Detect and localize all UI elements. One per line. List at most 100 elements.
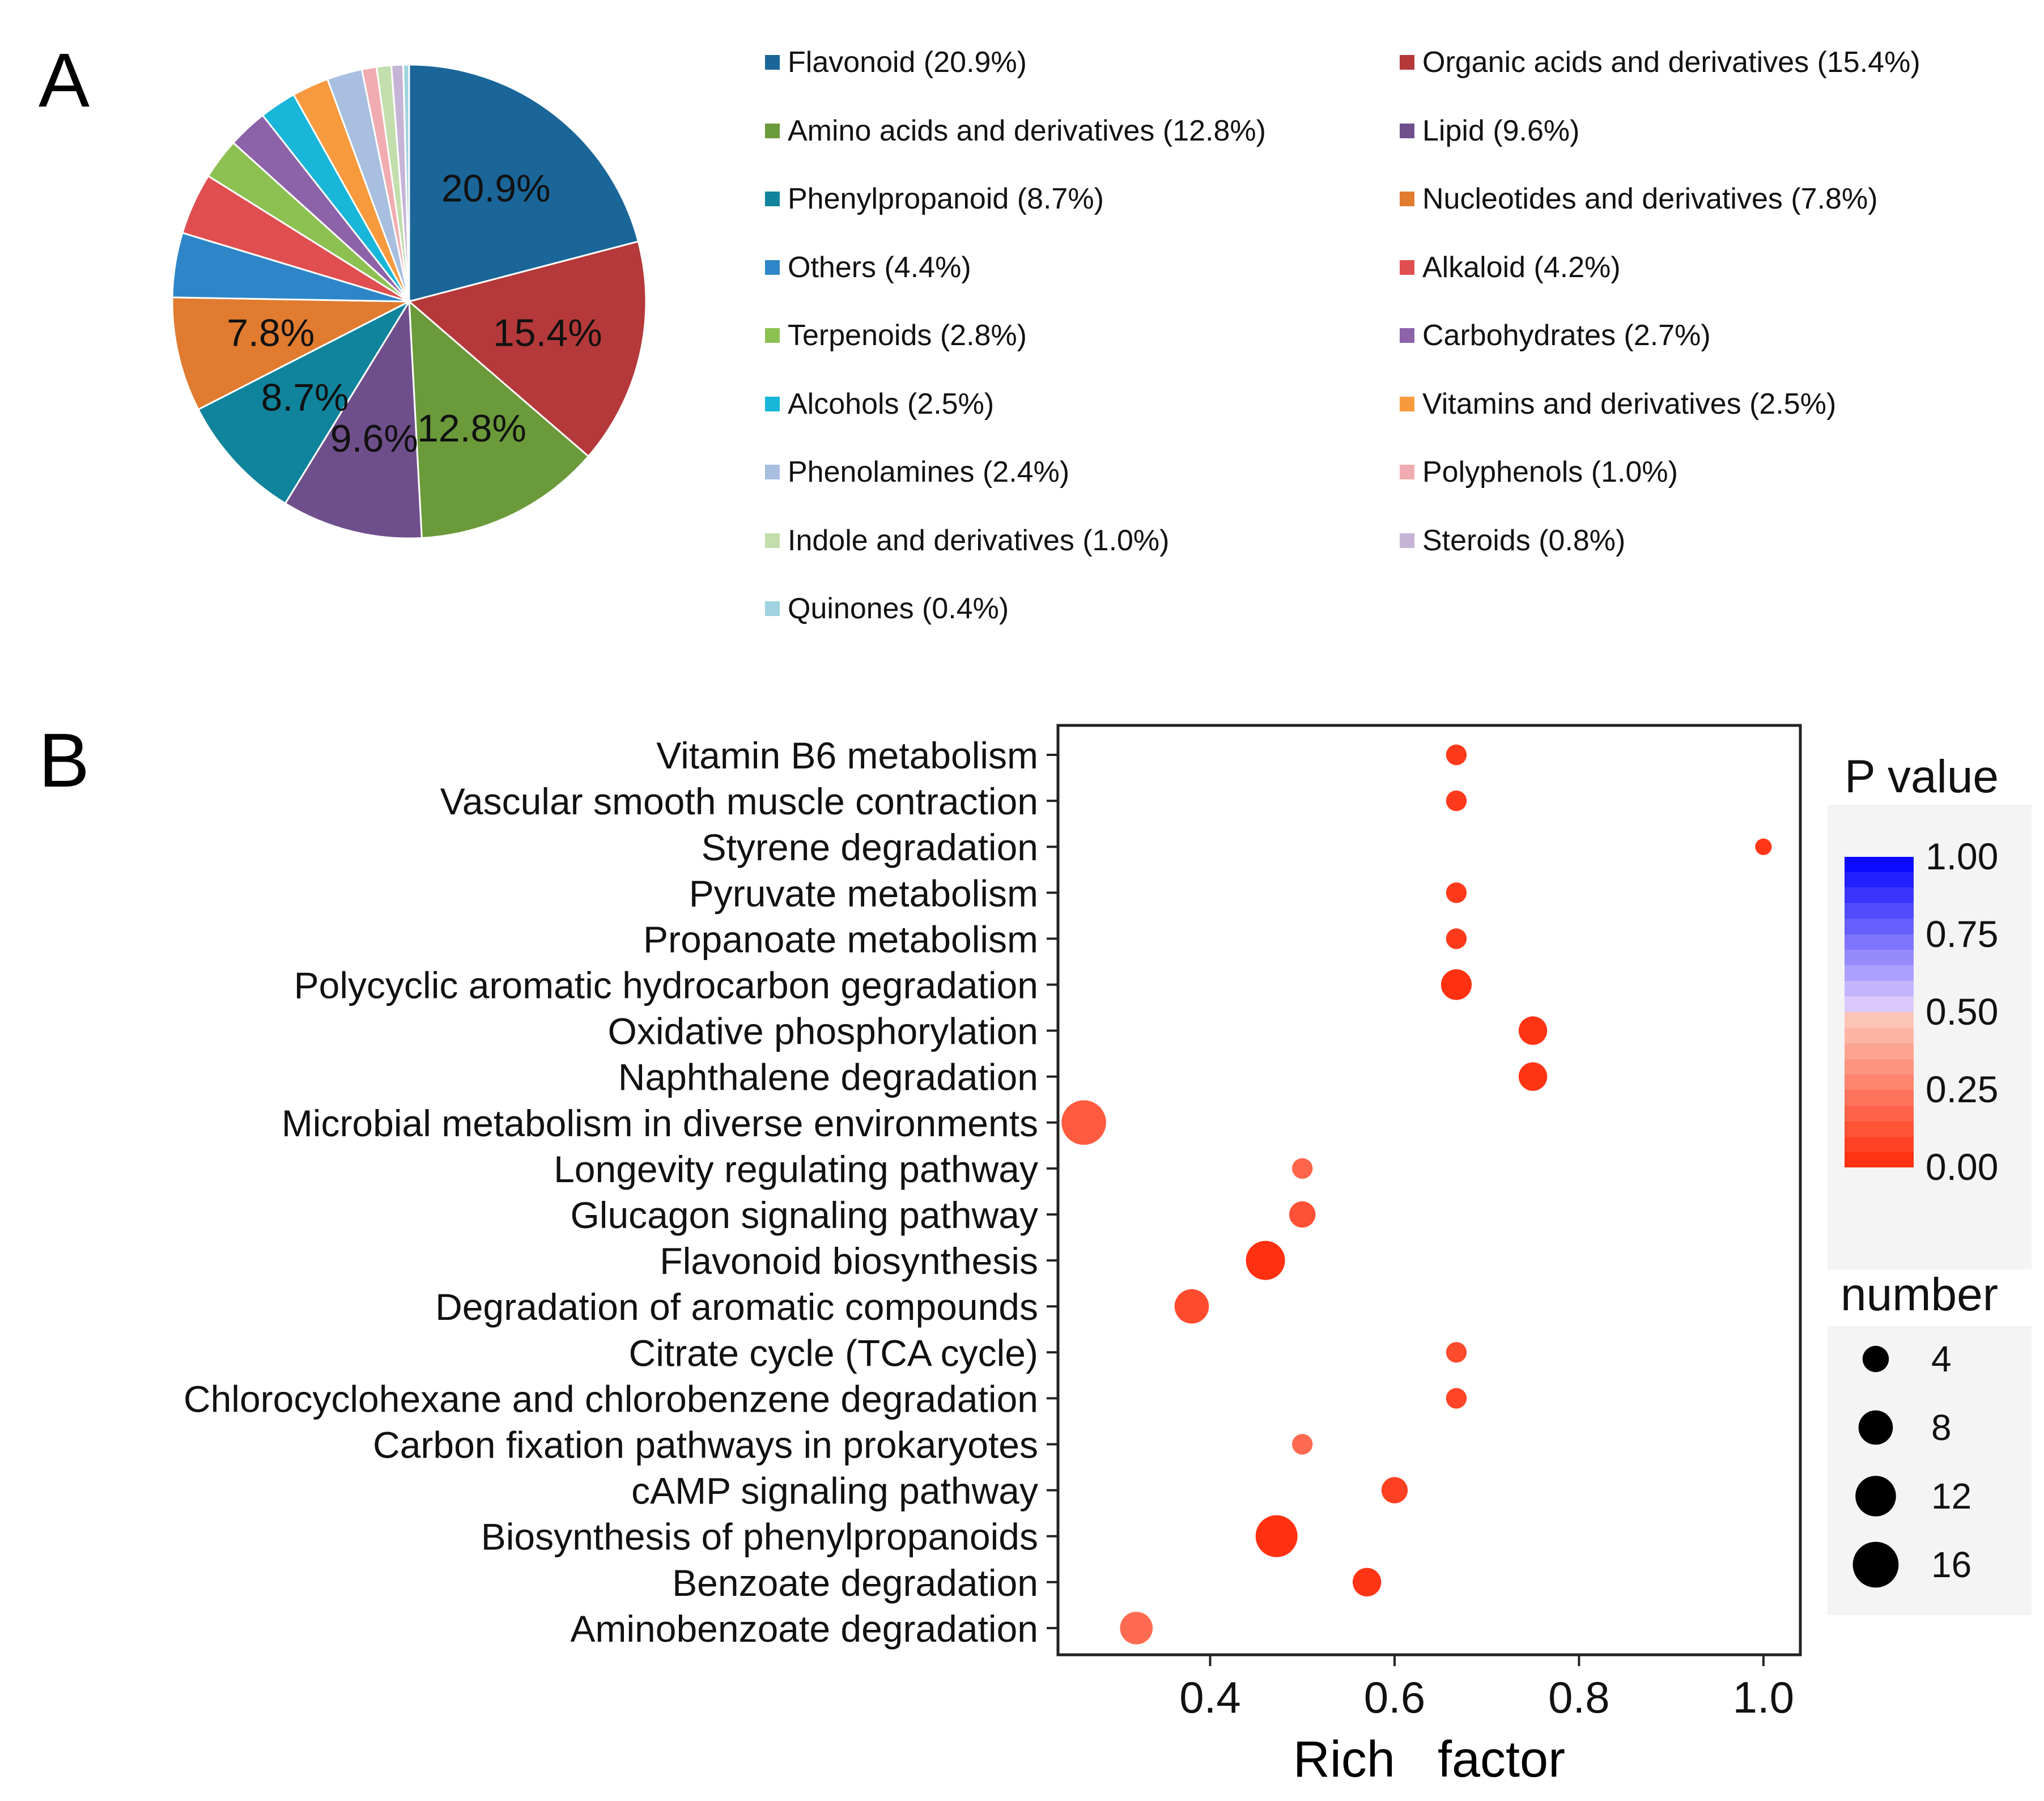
data-point bbox=[1292, 1434, 1313, 1455]
legend-label: Steroids (0.8%) bbox=[1422, 524, 1626, 557]
legend-label: Amino acids and derivatives (12.8%) bbox=[788, 114, 1266, 147]
y-tick-label: Longevity regulating pathway bbox=[554, 1148, 1038, 1190]
legend-item: Carbohydrates (2.7%) bbox=[1400, 301, 2034, 370]
x-axis-ticks: 0.4 0.6 0.8 1.0 bbox=[1179, 1655, 1794, 1722]
colorbar-band bbox=[1845, 1090, 1914, 1106]
size-legend-title: number bbox=[1841, 1269, 1998, 1320]
data-point bbox=[1518, 1062, 1548, 1091]
colorbar-band bbox=[1845, 950, 1914, 966]
legend-swatch bbox=[1400, 55, 1414, 70]
data-point bbox=[1446, 1388, 1467, 1409]
colorbar-title: P value bbox=[1845, 751, 1999, 802]
colorbar-band bbox=[1845, 1043, 1914, 1059]
y-tick-label: Vascular smooth muscle contraction bbox=[440, 780, 1038, 822]
x-axis-label: Rich factor bbox=[1293, 1731, 1565, 1788]
colorbar-band bbox=[1845, 965, 1914, 982]
colorbar-band bbox=[1845, 1027, 1914, 1043]
legend-label: Polyphenols (1.0%) bbox=[1422, 456, 1678, 489]
legend-item: Phenylpropanoid (8.7%) bbox=[765, 165, 1400, 233]
legend-item: Nucleotides and derivatives (7.8%) bbox=[1400, 165, 2034, 233]
legend-label: Terpenoids (2.8%) bbox=[788, 319, 1027, 352]
colorbar-band bbox=[1845, 1012, 1914, 1028]
pie-slice-5 bbox=[171, 296, 410, 411]
legend-item: Amino acids and derivatives (12.8%) bbox=[765, 97, 1400, 165]
legend-label: Alcohols (2.5%) bbox=[788, 387, 995, 420]
legend-label: Carbohydrates (2.7%) bbox=[1422, 319, 1711, 352]
size-legend-label: 16 bbox=[1931, 1544, 1971, 1585]
size-legend-dot bbox=[1862, 1345, 1889, 1373]
x-tick-label: 0.4 bbox=[1179, 1672, 1240, 1722]
data-point bbox=[1353, 1568, 1382, 1596]
y-tick-label: Styrene degradation bbox=[702, 826, 1038, 868]
data-points bbox=[1061, 744, 1772, 1645]
y-tick-label: Degradation of aromatic compounds bbox=[435, 1286, 1038, 1328]
size-legend-dot bbox=[1852, 1541, 1899, 1588]
colorbar-tick-label: 0.50 bbox=[1926, 991, 1998, 1033]
data-point bbox=[1755, 838, 1772, 855]
y-tick-label: Propanoate metabolism bbox=[643, 918, 1038, 960]
colorbar-tick-label: 1.00 bbox=[1926, 835, 1998, 877]
colorbar-band bbox=[1845, 872, 1914, 888]
data-point bbox=[1061, 1100, 1106, 1145]
panel-label-b: B bbox=[39, 717, 90, 803]
legend-label: Flavonoid (20.9%) bbox=[788, 46, 1027, 79]
legend-item: Vitamins and derivatives (2.5%) bbox=[1400, 370, 2034, 439]
legend-swatch bbox=[765, 55, 780, 70]
legend-swatch bbox=[765, 123, 780, 138]
colorbar-tick-label: 0.75 bbox=[1926, 913, 1998, 955]
colorbar-band bbox=[1845, 903, 1914, 919]
pie-slice-2 bbox=[408, 299, 590, 539]
data-point bbox=[1255, 1515, 1298, 1557]
colorbar-band bbox=[1845, 1152, 1914, 1167]
legend-label: Vitamins and derivatives (2.5%) bbox=[1422, 387, 1837, 420]
legend-item: Steroids (0.8%) bbox=[1400, 507, 2034, 575]
pie-slice-label: 15.4% bbox=[493, 312, 602, 355]
legend-swatch bbox=[765, 465, 780, 480]
legend-label: Phenolamines (2.4%) bbox=[788, 456, 1070, 489]
y-tick-label: Biosynthesis of phenylpropanoids bbox=[481, 1516, 1038, 1558]
colorbar-band bbox=[1845, 1136, 1914, 1152]
size-legend-label: 8 bbox=[1931, 1407, 1952, 1448]
size-legend-dot bbox=[1858, 1410, 1893, 1445]
legend-swatch bbox=[1400, 396, 1414, 411]
y-tick-label: Chlorocyclohexane and chlorobenzene degr… bbox=[184, 1378, 1038, 1420]
data-point bbox=[1289, 1201, 1316, 1228]
y-ticks bbox=[1047, 754, 1058, 1629]
number-size-legend: number 4 8 12 16 bbox=[1828, 1269, 2032, 1615]
y-tick-label: Naphthalene degradation bbox=[618, 1056, 1038, 1098]
pie-slice-label: 12.8% bbox=[417, 407, 526, 450]
p-value-colorbar: P value 1.00 0.75 0.50 0.25 0.00 bbox=[1828, 751, 2032, 1269]
legend-swatch bbox=[1400, 328, 1414, 343]
legend-label: Organic acids and derivatives (15.4%) bbox=[1422, 46, 1920, 79]
legend-swatch bbox=[1400, 533, 1414, 548]
pie-legend: Flavonoid (20.9%) Organic acids and deriv… bbox=[765, 28, 2034, 643]
pie-slice-16 bbox=[402, 63, 410, 302]
size-legend-label: 4 bbox=[1931, 1339, 1952, 1379]
colorbar-tick-label: 0.25 bbox=[1926, 1068, 1998, 1110]
plot-frame bbox=[1056, 724, 1802, 1656]
legend-item: Alkaloid (4.2%) bbox=[1400, 233, 2034, 302]
size-legend-label: 12 bbox=[1931, 1476, 1971, 1517]
y-tick-label: Aminobenzoate degradation bbox=[570, 1608, 1038, 1650]
legend-item: Terpenoids (2.8%) bbox=[765, 301, 1400, 370]
pie-slice-0 bbox=[408, 63, 640, 303]
legend-item: Quinones (0.4%) bbox=[765, 575, 1400, 643]
pie-slice-label: 9.6% bbox=[330, 417, 418, 460]
legend-swatch bbox=[765, 328, 780, 343]
x-tick-label: 0.6 bbox=[1364, 1672, 1425, 1722]
legend-item: Lipid (9.6%) bbox=[1400, 97, 2034, 165]
legend-swatch bbox=[765, 533, 780, 548]
y-tick-label: Polycyclic aromatic hydrocarbon gegradat… bbox=[294, 965, 1038, 1006]
colorbar-band bbox=[1845, 1120, 1914, 1137]
legend-label: Phenylpropanoid (8.7%) bbox=[788, 182, 1104, 216]
y-tick-label: Glucagon signaling pathway bbox=[570, 1194, 1038, 1236]
data-point bbox=[1446, 744, 1467, 766]
legend-swatch bbox=[765, 192, 780, 207]
legend-label: Indole and derivatives (1.0%) bbox=[788, 524, 1170, 557]
legend-swatch bbox=[1400, 465, 1414, 480]
colorbar-band bbox=[1845, 857, 1914, 873]
y-tick-label: Oxidative phosphorylation bbox=[608, 1010, 1038, 1052]
pie-chart: 20.9% 15.4% 12.8%9.6%8.7% 7.8% bbox=[171, 63, 647, 540]
